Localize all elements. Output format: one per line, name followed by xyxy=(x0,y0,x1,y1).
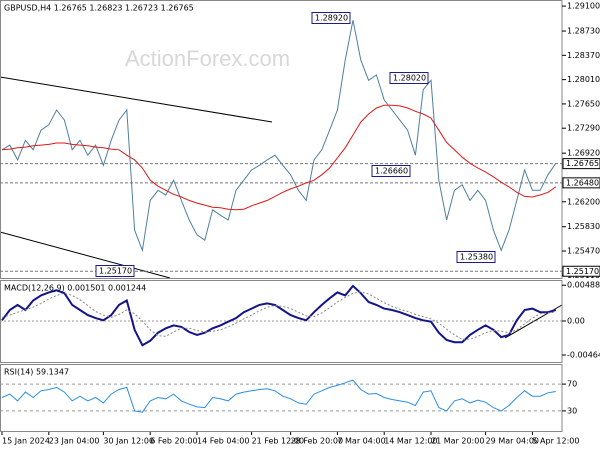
x-tick-label: 30 Jan 12:00 xyxy=(103,437,154,446)
x-tick-label: 7 Mar 04:00 xyxy=(337,437,385,446)
y-tick-label: 1.27650 xyxy=(567,99,600,108)
annotation-box xyxy=(371,165,411,177)
x-tick-label: 28 Feb 20:00 xyxy=(291,437,343,446)
x-tick-label: 5 Apr 12:00 xyxy=(532,437,579,446)
y-tick-label: 0.004884 xyxy=(567,281,600,290)
y-tick-label: 1.27290 xyxy=(567,124,600,133)
x-tick-label: 29 Mar 04:00 xyxy=(486,437,539,446)
annotation-box xyxy=(456,251,496,263)
x-tick-label: 23 Jan 04:00 xyxy=(49,437,100,446)
y-tick-label: 1.25830 xyxy=(567,222,600,231)
y-tick-label: 30 xyxy=(567,406,577,415)
y-tick-label: 1.28010 xyxy=(567,75,600,84)
x-tick-label: 21 Feb 12:00 xyxy=(252,437,304,446)
panel-border xyxy=(0,364,563,432)
annotation: 1.25170 xyxy=(99,267,132,276)
level-box xyxy=(562,158,600,170)
panel-border xyxy=(0,0,563,279)
trend-line xyxy=(0,231,171,279)
y-tick-label: 1.25470 xyxy=(567,247,600,256)
y-tick-label: 1.28370 xyxy=(567,51,600,60)
x-tick-label: 14 Feb 04:00 xyxy=(197,437,249,446)
annotation-box xyxy=(389,72,429,84)
annotation: 1.28020 xyxy=(393,74,426,83)
level-box xyxy=(562,177,600,189)
series-line xyxy=(1,104,557,211)
y-tick-label: -0.004645 xyxy=(567,351,600,360)
y-tick-label: 1.29100 xyxy=(567,2,600,11)
y-tick-label: 1.28730 xyxy=(567,27,600,36)
level-label: 1.26480 xyxy=(566,178,599,187)
panel-title: GBPUSD,H4 1.26765 1.26823 1.26723 1.2676… xyxy=(4,4,194,13)
annotation-box xyxy=(311,12,351,24)
series-line xyxy=(1,291,556,340)
panel-title: MACD(12,26,9) 0.001501 0.001244 xyxy=(4,284,146,293)
x-tick-label: 14 Mar 12:00 xyxy=(384,437,437,446)
level-label: 1.26765 xyxy=(566,159,599,168)
y-tick-label: 70 xyxy=(567,380,577,389)
y-tick-label: 1.26200 xyxy=(567,197,600,206)
y-tick-label: 0.00 xyxy=(567,317,585,326)
series-line xyxy=(1,284,557,347)
level-label: 1.25170 xyxy=(566,267,599,276)
annotation: 1.28920 xyxy=(315,14,348,23)
series-line xyxy=(1,379,556,413)
annotation-box xyxy=(95,265,135,277)
x-tick-label: 6 Feb 20:00 xyxy=(150,437,197,446)
x-tick-label: 15 Jan 2024 xyxy=(2,437,50,446)
watermark: ActionForex.com xyxy=(125,46,290,71)
y-tick-label: 1.26920 xyxy=(567,149,600,158)
trend-line xyxy=(0,76,273,123)
level-box xyxy=(562,265,600,277)
annotation: 1.26660 xyxy=(375,167,408,176)
panel-title: RSI(14) 59.1347 xyxy=(4,368,69,377)
x-tick-label: 21 Mar 20:00 xyxy=(431,437,484,446)
annotation: 1.25380 xyxy=(460,253,493,262)
